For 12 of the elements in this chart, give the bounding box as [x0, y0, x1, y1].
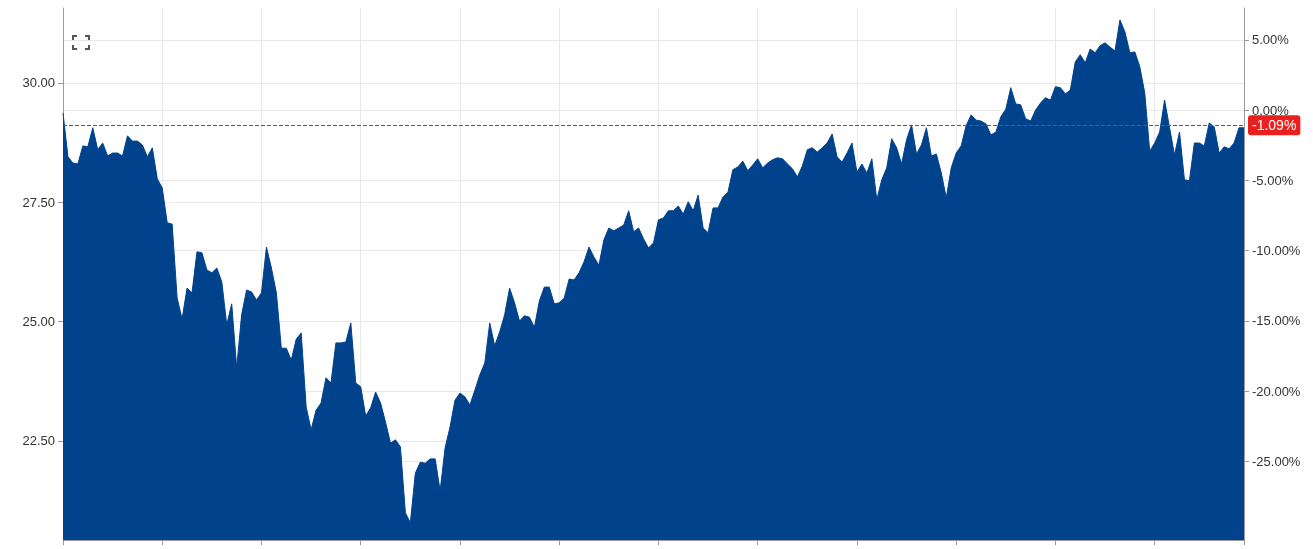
- y-tick-label: 30.00: [22, 75, 55, 91]
- y2-tick-label: -20.00%: [1252, 383, 1301, 399]
- ref-line-label: -1.09%: [1252, 117, 1297, 134]
- y-tick-label: 22.50: [22, 433, 55, 449]
- y2-tick-label: -10.00%: [1252, 243, 1301, 259]
- y2-tick-label: 5.00%: [1252, 32, 1290, 48]
- y-tick-label: 27.50: [22, 194, 55, 210]
- y2-tick-label: -5.00%: [1252, 172, 1294, 188]
- y2-tick-label: -25.00%: [1252, 453, 1301, 469]
- y-tick-label: 25.00: [22, 313, 55, 329]
- y2-tick-label: -15.00%: [1252, 313, 1301, 329]
- y2-tick-label: 0.00%: [1252, 102, 1290, 118]
